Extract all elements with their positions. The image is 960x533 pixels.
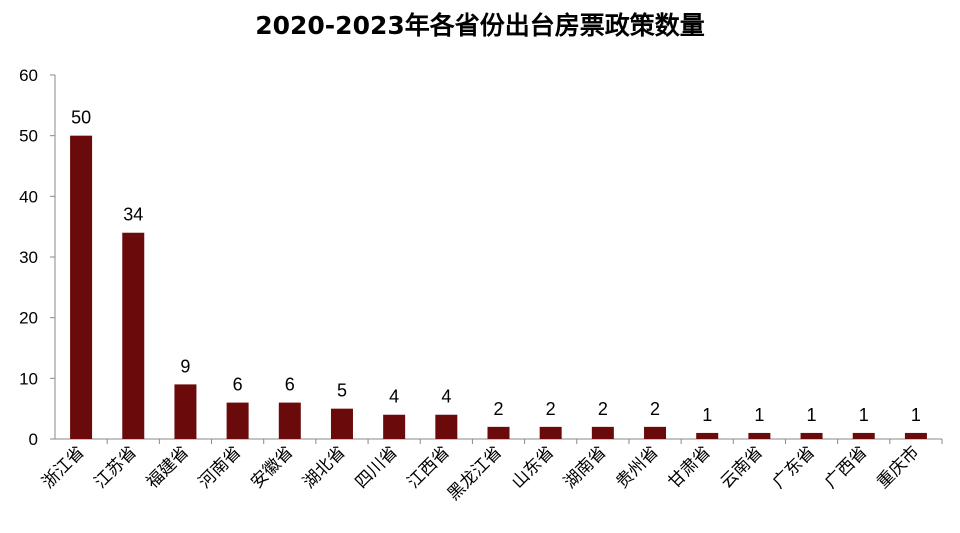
y-tick-label: 0: [29, 430, 38, 449]
data-label: 1: [859, 405, 869, 425]
data-label: 6: [233, 375, 243, 395]
x-tick-label: 黑龙江省: [444, 442, 506, 504]
y-tick-label: 50: [19, 127, 38, 146]
y-tick-label: 40: [19, 187, 38, 206]
data-label: 1: [807, 405, 817, 425]
bar: [435, 414, 458, 439]
bar: [644, 426, 667, 439]
x-tick-label: 湖南省: [560, 442, 609, 491]
bar: [330, 408, 353, 439]
bar: [852, 432, 875, 439]
chart-title: 2020-2023年各省份出台房票政策数量: [255, 11, 705, 40]
x-tick-label: 湖北省: [299, 442, 348, 491]
bar: [539, 426, 562, 439]
x-tick-label: 云南省: [717, 442, 766, 491]
data-label: 2: [598, 399, 608, 419]
data-label: 1: [911, 405, 921, 425]
y-tick-label: 60: [19, 66, 38, 85]
x-tick-label: 广东省: [769, 442, 818, 491]
data-label: 9: [180, 356, 190, 376]
x-tick-label: 广西省: [821, 442, 870, 491]
data-label: 1: [754, 405, 764, 425]
bar: [122, 232, 145, 439]
data-label: 4: [389, 387, 399, 407]
x-tick-label: 安徽省: [247, 442, 296, 491]
bar: [696, 432, 719, 439]
x-tick-label: 贵州省: [612, 442, 661, 491]
data-label: 2: [493, 399, 503, 419]
x-tick-label: 重庆市: [873, 442, 922, 491]
data-label: 34: [123, 205, 143, 225]
x-tick-label: 江西省: [404, 442, 453, 491]
bar: [174, 384, 197, 439]
data-label: 1: [702, 405, 712, 425]
x-tick-label: 福建省: [143, 442, 192, 491]
y-tick-label: 20: [19, 309, 38, 328]
y-tick-label: 30: [19, 248, 38, 267]
data-label: 2: [650, 399, 660, 419]
bar: [70, 135, 93, 439]
x-tick-label: 河南省: [195, 442, 244, 491]
x-tick-label: 浙江省: [38, 442, 87, 491]
bar: [800, 432, 823, 439]
x-tick-label: 江苏省: [91, 442, 140, 491]
data-label: 2: [546, 399, 556, 419]
bar: [591, 426, 614, 439]
x-tick-label: 四川省: [351, 442, 400, 491]
x-tick-label: 山东省: [508, 442, 557, 491]
data-label: 4: [441, 387, 451, 407]
data-label: 5: [337, 381, 347, 401]
bar: [226, 402, 249, 439]
bar: [487, 426, 510, 439]
x-tick-label: 甘肃省: [665, 442, 714, 491]
data-label: 50: [71, 108, 91, 128]
bar: [383, 414, 406, 439]
y-tick-label: 10: [19, 369, 38, 388]
bar: [748, 432, 771, 439]
bar: [904, 432, 927, 439]
data-label: 6: [285, 375, 295, 395]
bar: [278, 402, 301, 439]
